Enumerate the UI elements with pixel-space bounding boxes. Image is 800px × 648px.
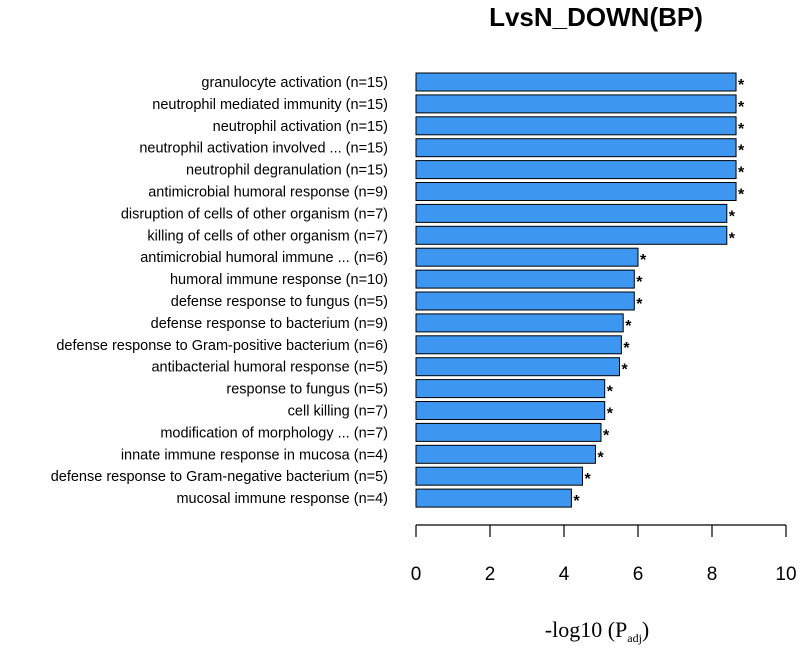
bar <box>415 444 596 464</box>
bar <box>415 247 639 267</box>
bar <box>415 313 624 333</box>
x-tick-label: 6 <box>633 564 644 585</box>
significance-marker: * <box>738 99 745 116</box>
category-label: neutrophil activation involved ... (n=15… <box>139 141 388 157</box>
bar <box>415 466 583 486</box>
category-label: response to fungus (n=5) <box>226 382 388 398</box>
significance-marker: * <box>729 208 736 225</box>
significance-marker: * <box>622 362 629 379</box>
category-label: defense response to fungus (n=5) <box>171 294 388 310</box>
significance-marker: * <box>573 493 580 510</box>
x-tick-label: 0 <box>411 564 422 585</box>
bar <box>415 94 737 114</box>
bar <box>415 422 602 442</box>
category-label: humoral immune response (n=10) <box>170 272 388 288</box>
bar <box>415 488 572 508</box>
category-label: neutrophil activation (n=15) <box>213 119 388 135</box>
bar <box>415 225 728 245</box>
significance-marker: * <box>636 274 643 291</box>
significance-marker: * <box>738 143 745 160</box>
category-label: antibacterial humoral response (n=5) <box>151 360 388 376</box>
significance-marker: * <box>603 427 610 444</box>
significance-marker: * <box>585 471 592 488</box>
bar <box>415 72 737 92</box>
category-label: modification of morphology ... (n=7) <box>160 425 388 441</box>
bars-group: granulocyte activation (n=15) * neutrophil… <box>51 72 745 510</box>
bar <box>415 357 620 377</box>
category-label: antimicrobial humoral immune ... (n=6) <box>140 250 388 266</box>
chart-title: LvsN_DOWN(BP) <box>489 2 703 32</box>
significance-marker: * <box>738 187 745 204</box>
x-axis: 0 2 4 6 8 10 <box>411 524 797 585</box>
significance-marker: * <box>729 230 736 247</box>
category-label: disruption of cells of other organism (n… <box>121 206 388 222</box>
x-tick-label: 4 <box>559 564 570 585</box>
category-label: defense response to bacterium (n=9) <box>151 316 388 332</box>
bar <box>415 291 635 311</box>
significance-marker: * <box>738 121 745 138</box>
bar <box>415 160 737 180</box>
x-axis-label-close: ) <box>642 617 649 642</box>
x-tick-label: 10 <box>775 564 796 585</box>
significance-marker: * <box>625 318 632 335</box>
category-label: defense response to Gram-negative bacter… <box>51 469 388 485</box>
bar <box>415 116 737 136</box>
significance-marker: * <box>597 449 604 466</box>
bar <box>415 203 728 223</box>
category-label: neutrophil mediated immunity (n=15) <box>152 97 388 113</box>
significance-marker: * <box>738 77 745 94</box>
bar <box>415 269 635 289</box>
bar <box>415 401 606 420</box>
significance-marker: * <box>636 296 643 313</box>
bar <box>415 379 606 399</box>
bar <box>415 138 737 158</box>
bar <box>415 335 622 355</box>
significance-marker: * <box>738 165 745 182</box>
category-label: mucosal immune response (n=4) <box>176 491 388 507</box>
category-label: killing of cells of other organism (n=7) <box>147 228 388 244</box>
x-axis-label: -log10 (Padj) <box>545 617 650 645</box>
bar <box>415 182 737 201</box>
significance-marker: * <box>607 384 614 401</box>
x-tick-label: 2 <box>485 564 496 585</box>
x-axis-label-subscript: adj <box>627 631 642 645</box>
category-label: cell killing (n=7) <box>288 404 388 420</box>
x-tick-label: 8 <box>707 564 718 585</box>
significance-marker: * <box>623 340 630 357</box>
category-label: defense response to Gram-positive bacter… <box>56 338 388 354</box>
x-axis-label-main: -log10 (P <box>545 617 628 642</box>
category-label: granulocyte activation (n=15) <box>201 75 388 91</box>
significance-marker: * <box>640 252 647 269</box>
category-label: antimicrobial humoral response (n=9) <box>148 185 388 201</box>
category-label: neutrophil degranulation (n=15) <box>186 163 388 179</box>
significance-marker: * <box>607 406 614 423</box>
category-label: innate immune response in mucosa (n=4) <box>121 447 388 463</box>
